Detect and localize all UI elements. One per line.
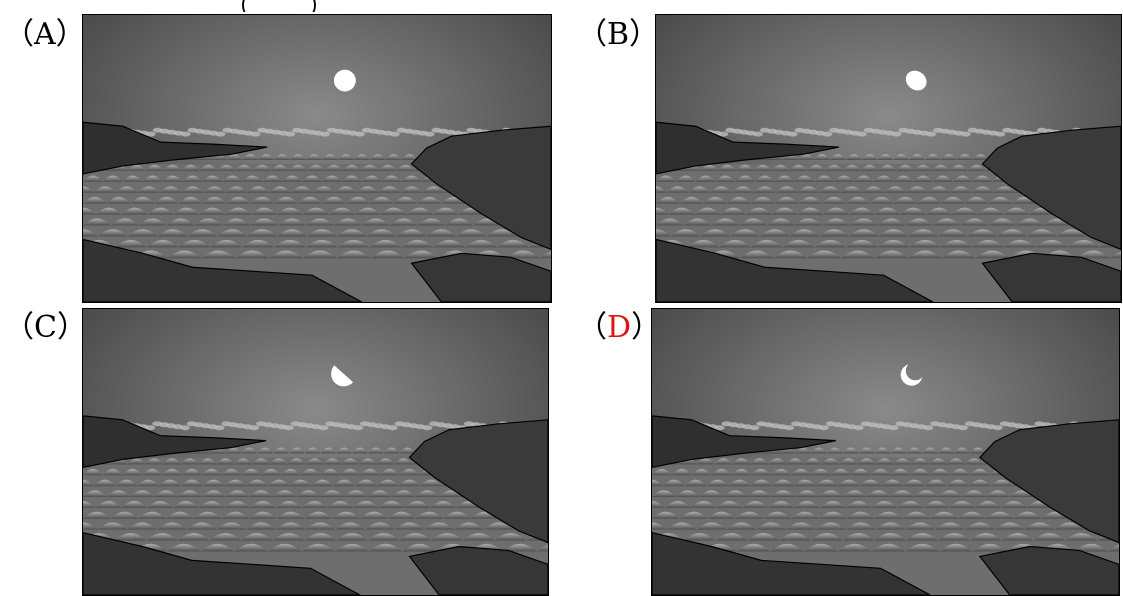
right-cliff — [408, 419, 548, 544]
foreground-shore-left — [83, 238, 363, 302]
option-image-a[interactable] — [82, 14, 552, 303]
option-label-b: （B） — [577, 17, 660, 52]
option-label-d: （D） — [577, 310, 662, 345]
option-letter-a: A — [34, 17, 56, 52]
moon-crescent-icon — [900, 364, 923, 386]
option-letter-d: D — [607, 310, 632, 345]
foreground-shore-left — [652, 532, 931, 595]
option-letter-b: B — [607, 17, 630, 52]
right-cliff — [410, 125, 551, 251]
foreground-shore-left — [83, 532, 361, 595]
left-cliff — [656, 121, 840, 175]
left-cliff — [83, 121, 268, 175]
right-cliff — [981, 125, 1121, 251]
moon-over-sea-scene-b — [656, 15, 1121, 302]
question-text-fragment: ……………………（……） — [0, 0, 336, 12]
moon-over-sea-scene-a — [83, 15, 551, 302]
left-cliff — [652, 415, 836, 468]
moon-over-sea-scene-d — [652, 309, 1119, 595]
moon-gibbous-icon — [905, 70, 927, 91]
wave-field — [656, 154, 1121, 259]
right-cliff — [979, 419, 1119, 544]
option-image-d[interactable] — [651, 308, 1120, 596]
foreground-shore-right — [981, 252, 1121, 302]
moon-full-icon — [333, 69, 356, 92]
foreground-shore-left — [656, 238, 934, 302]
foreground-shore-right — [978, 545, 1119, 595]
option-label-c: （C） — [4, 310, 87, 345]
foreground-shore-right — [408, 545, 548, 595]
option-image-b[interactable] — [655, 14, 1122, 303]
moon-over-sea-scene-c — [83, 309, 548, 595]
moon-half-icon — [331, 365, 354, 387]
option-letter-c: C — [34, 310, 57, 345]
option-label-a: （A） — [4, 17, 86, 52]
foreground-shore-right — [410, 252, 551, 302]
option-image-c[interactable] — [82, 308, 549, 596]
cropped-question-text: ……………………（……） — [0, 0, 1123, 12]
left-cliff — [83, 415, 267, 468]
